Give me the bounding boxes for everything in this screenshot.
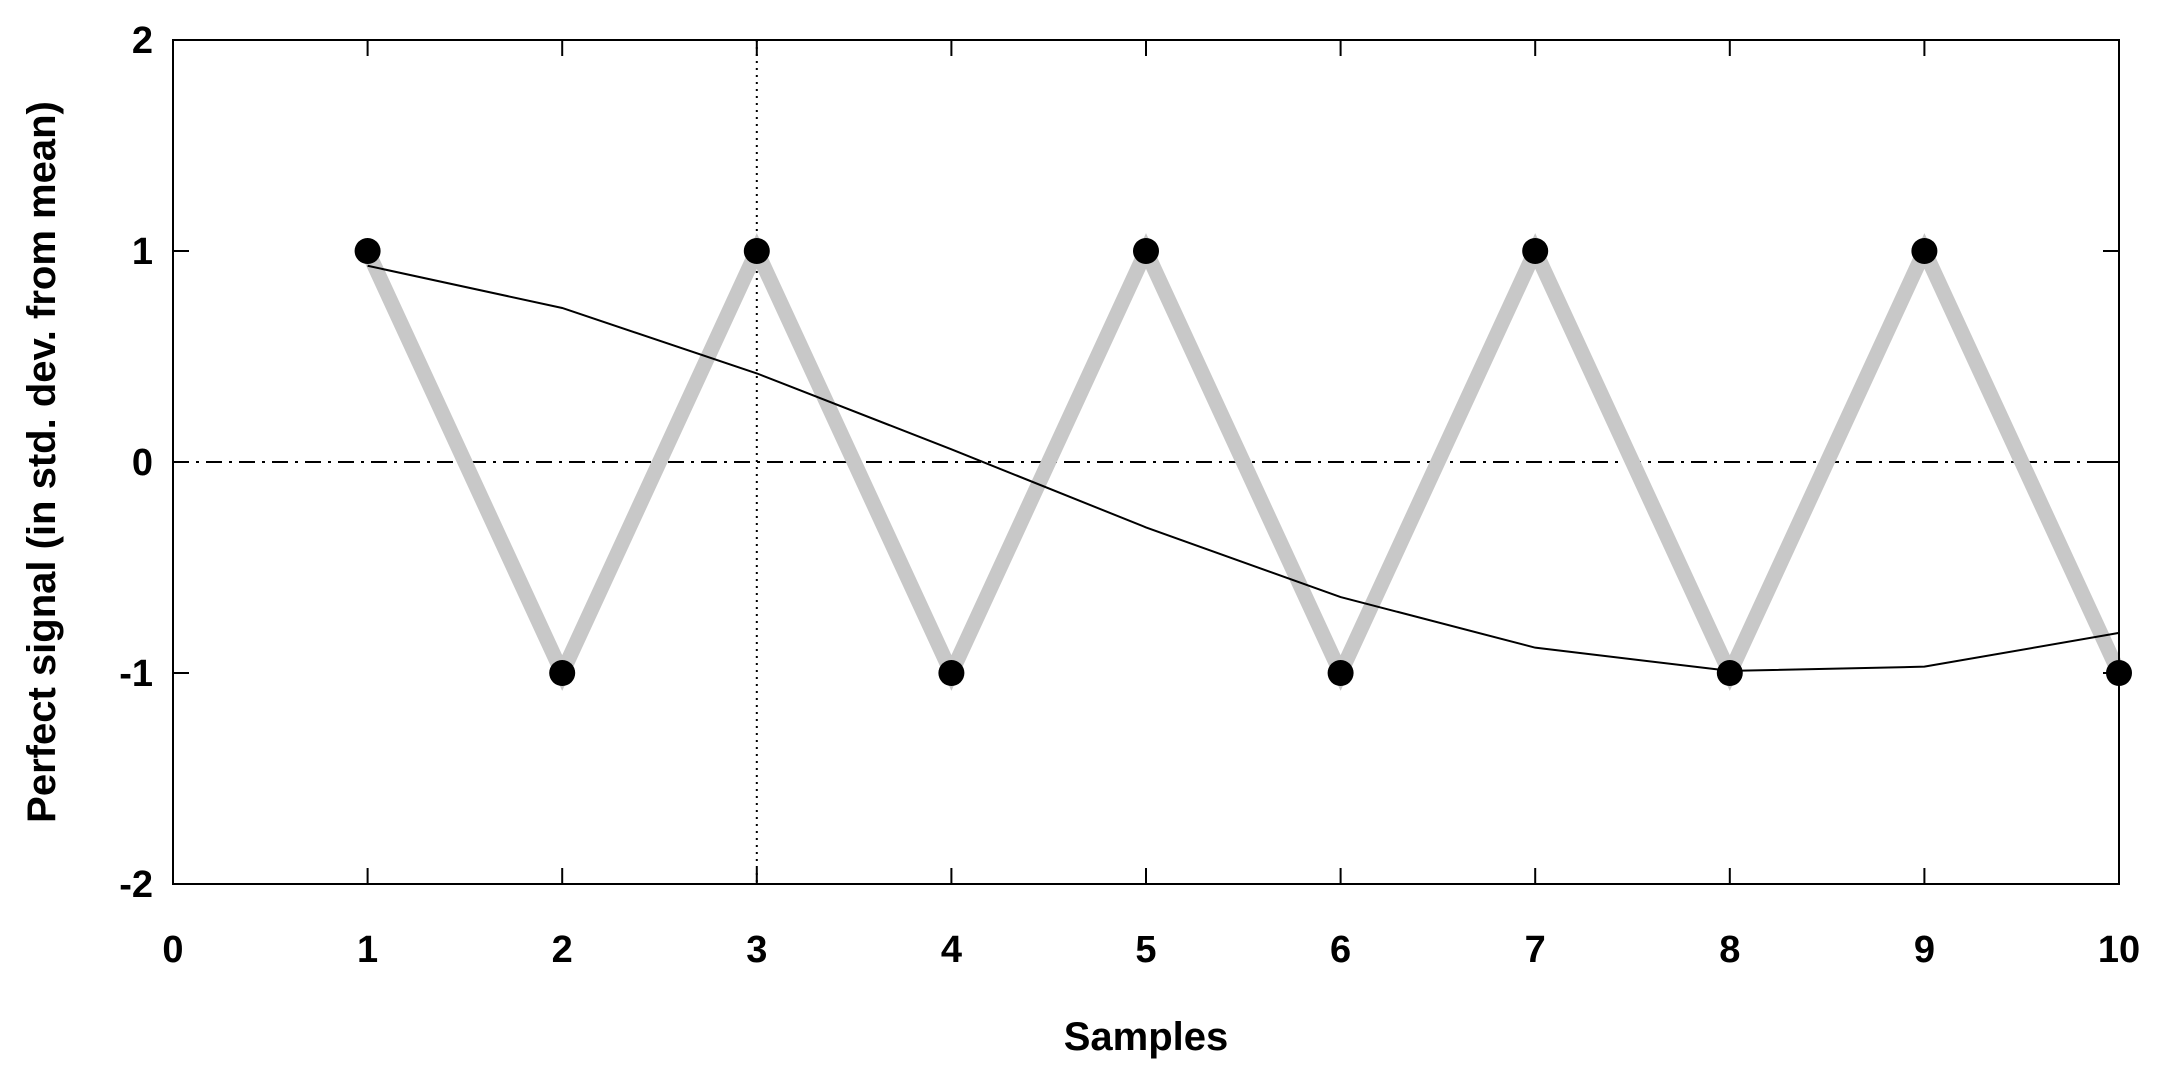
x-tick-label: 0	[162, 929, 183, 971]
x-tick-label: 1	[357, 929, 378, 971]
x-tick-label: 5	[1135, 929, 1156, 971]
y-tick-label: 0	[132, 442, 153, 484]
x-axis-title: Samples	[1064, 1015, 1229, 1059]
x-tick-label: 6	[1330, 929, 1351, 971]
data-point	[549, 660, 576, 686]
x-tick-label: 7	[1525, 929, 1546, 971]
x-tick-label: 3	[746, 929, 767, 971]
y-tick-label: -2	[119, 864, 153, 906]
data-point	[743, 238, 770, 264]
x-tick-label: 8	[1719, 929, 1740, 971]
plot-frame	[172, 39, 2120, 885]
data-point	[1716, 660, 1743, 686]
x-tick-label: 4	[941, 929, 962, 971]
data-point	[1522, 238, 1549, 264]
y-tick-label: -1	[119, 653, 153, 695]
y-tick-label: 1	[132, 231, 153, 273]
data-point	[1133, 238, 1159, 264]
x-tick-label: 2	[552, 929, 573, 971]
y-axis-title: Perfect signal (in std. dev. from mean)	[20, 101, 64, 823]
series-smoothed-line	[367, 264, 2120, 672]
data-point	[938, 660, 965, 686]
y-tick-label: 2	[132, 20, 153, 62]
x-tick-label: 10	[2098, 929, 2140, 971]
data-point	[1327, 660, 1354, 686]
data-point	[354, 238, 381, 264]
x-tick-label: 9	[1914, 929, 1935, 971]
series-signal-line	[360, 233, 2126, 691]
data-point	[1911, 238, 1938, 264]
